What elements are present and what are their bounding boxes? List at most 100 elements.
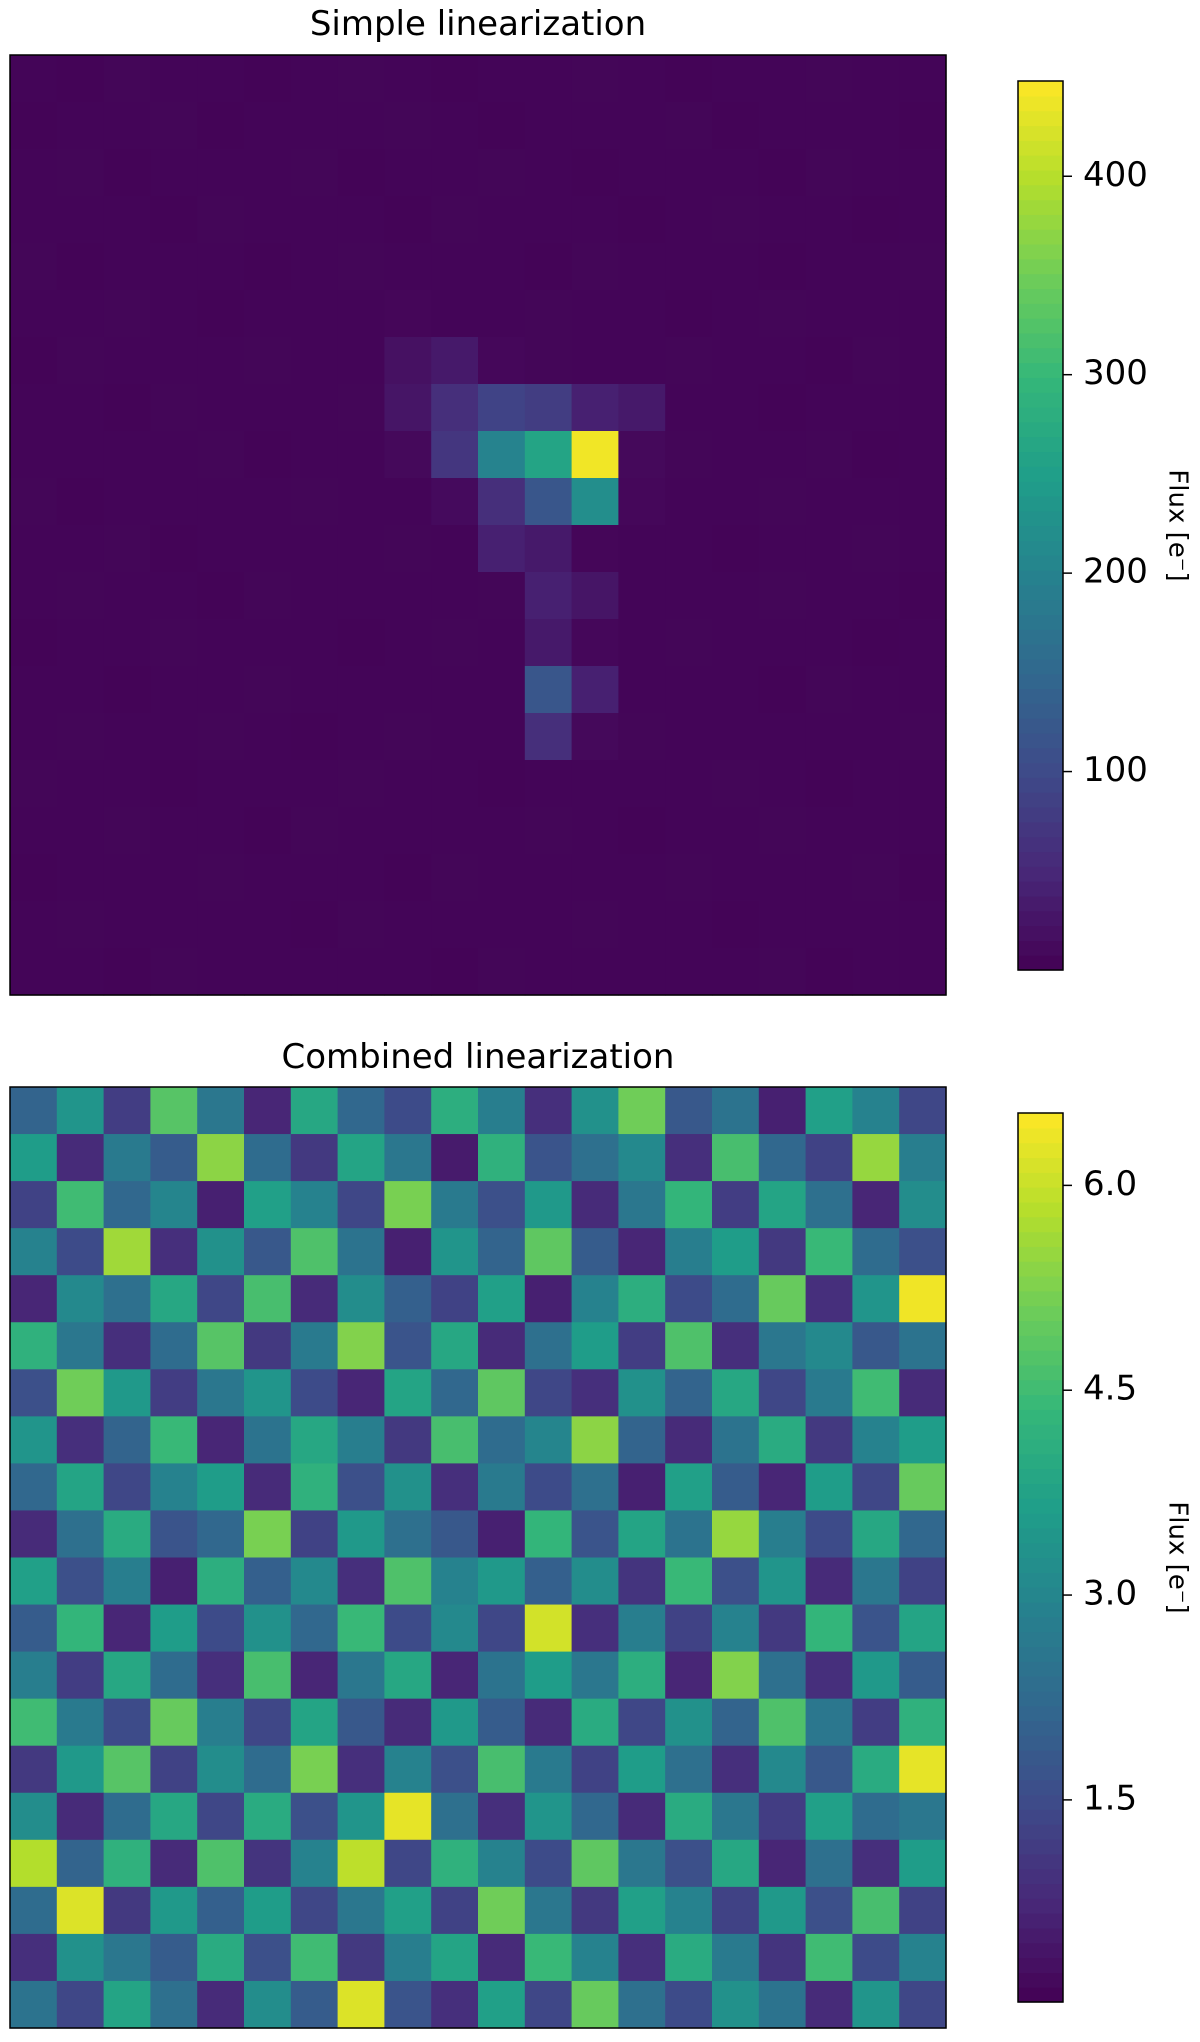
- cell: [712, 431, 760, 479]
- cell: [337, 1745, 385, 1794]
- cell: [290, 1886, 339, 1935]
- cell: [431, 1933, 479, 1982]
- cell: [618, 1792, 666, 1841]
- cell: [290, 55, 339, 103]
- cell: [150, 478, 198, 526]
- cell: [337, 1933, 385, 1982]
- cell: [290, 1651, 339, 1700]
- cell: [290, 243, 339, 291]
- cell: [384, 1510, 432, 1559]
- cell: [56, 666, 105, 714]
- colorbar-segment: [1018, 332, 1063, 349]
- cell: [56, 1369, 105, 1417]
- colorbar-segment: [1018, 1513, 1063, 1529]
- colorbar-segment: [1018, 406, 1063, 423]
- cell: [103, 55, 151, 103]
- cell: [10, 854, 58, 902]
- cell: [899, 1275, 947, 1323]
- cell: [103, 619, 151, 667]
- cell: [290, 149, 339, 197]
- cell: [665, 760, 713, 808]
- cell: [197, 290, 245, 338]
- colorbar-segment: [1018, 273, 1063, 290]
- cell: [10, 478, 58, 526]
- cell: [197, 1228, 245, 1276]
- cell: [665, 1322, 713, 1370]
- cell: [478, 807, 526, 855]
- cell: [431, 478, 479, 526]
- cell: [478, 384, 526, 432]
- cell: [384, 1463, 432, 1512]
- cell: [665, 431, 713, 479]
- cell: [10, 1933, 58, 1982]
- cell: [478, 713, 526, 761]
- cell: [337, 666, 385, 714]
- cell: [478, 1933, 526, 1982]
- cell: [665, 948, 713, 996]
- cell: [758, 760, 807, 808]
- cell: [103, 290, 151, 338]
- cell: [290, 948, 339, 996]
- cell: [899, 1510, 947, 1559]
- cell: [712, 1557, 760, 1606]
- cell: [384, 196, 432, 244]
- cell: [478, 478, 526, 526]
- cell: [244, 807, 292, 855]
- colorbar-segment: [1018, 1394, 1063, 1410]
- cell: [571, 948, 619, 996]
- cell: [244, 478, 292, 526]
- cell: [244, 525, 292, 573]
- cell: [571, 1557, 619, 1606]
- colorbar-segment: [1018, 1157, 1063, 1173]
- colorbar-label: Flux [e⁻]: [1163, 469, 1193, 581]
- colorbar-segment: [1018, 1231, 1063, 1247]
- cell: [665, 1275, 713, 1323]
- cell: [524, 1228, 573, 1276]
- cell: [56, 1087, 105, 1135]
- cell: [524, 1322, 573, 1370]
- cell: [758, 1369, 807, 1417]
- cell: [524, 1604, 573, 1653]
- cell: [197, 1557, 245, 1606]
- cell: [712, 243, 760, 291]
- cell: [244, 1792, 292, 1841]
- cell: [431, 196, 479, 244]
- cell: [150, 760, 198, 808]
- cell: [150, 1275, 198, 1323]
- cell: [758, 337, 807, 385]
- cell: [665, 1510, 713, 1559]
- cell: [244, 149, 292, 197]
- cell: [805, 1604, 853, 1653]
- cell: [524, 807, 573, 855]
- colorbar-tick-label: 3.0: [1083, 1574, 1137, 1614]
- cell: [197, 1510, 245, 1559]
- cell: [244, 431, 292, 479]
- cell: [150, 1087, 198, 1135]
- cell: [571, 1134, 619, 1182]
- colorbar-segment: [1018, 1750, 1063, 1766]
- cell: [244, 243, 292, 291]
- cell: [337, 337, 385, 385]
- colorbar-segment: [1018, 1972, 1063, 1988]
- cell: [665, 1228, 713, 1276]
- cell: [618, 102, 666, 150]
- cell: [56, 760, 105, 808]
- cell: [56, 196, 105, 244]
- cell: [852, 948, 900, 996]
- cell: [337, 1087, 385, 1135]
- cell: [618, 1933, 666, 1982]
- cell: [571, 1463, 619, 1512]
- cell: [244, 1651, 292, 1700]
- cell: [571, 1980, 619, 2029]
- cell: [337, 1651, 385, 1700]
- colorbar-segment: [1018, 1275, 1063, 1292]
- cell: [712, 760, 760, 808]
- colorbar-segment: [1018, 1913, 1063, 1929]
- cell: [197, 807, 245, 855]
- cell: [478, 1604, 526, 1653]
- cell: [899, 948, 947, 996]
- cell: [571, 196, 619, 244]
- cell: [618, 384, 666, 432]
- cell: [431, 1087, 479, 1135]
- cell: [758, 1416, 807, 1464]
